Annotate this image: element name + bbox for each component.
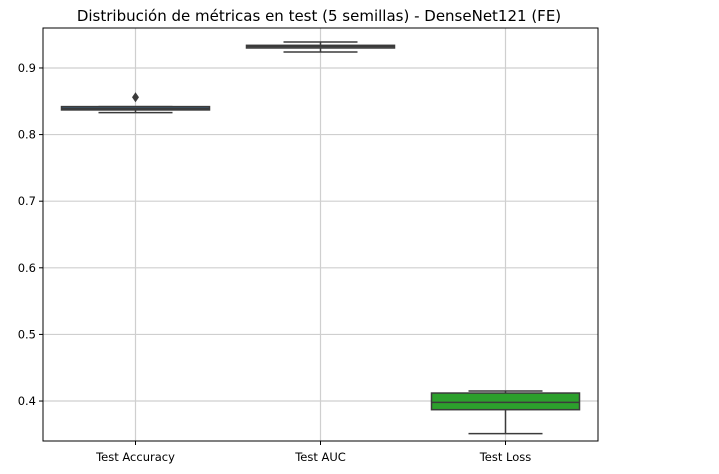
box-test-loss <box>430 390 581 435</box>
y-tick-label: 0.5 <box>18 327 36 341</box>
axis-layer: 0.4 0.5 0.6 0.7 0.8 0.9 Test Accuracy Test AUC T… <box>18 61 532 464</box>
y-tick-label: 0.8 <box>18 128 36 142</box>
x-tick-label: Test Loss <box>479 450 532 464</box>
y-tick-label: 0.6 <box>18 261 36 275</box>
grid-layer <box>43 28 598 441</box>
y-tick-label: 0.4 <box>18 394 36 408</box>
box-test-accuracy <box>60 92 211 114</box>
y-tick-label: 0.7 <box>18 194 36 208</box>
chart-title: Distribución de métricas en test (5 semi… <box>77 7 561 25</box>
box-iqr <box>430 392 581 411</box>
box-layer <box>60 41 581 435</box>
box-test-auc <box>245 41 396 53</box>
x-tick-label: Test AUC <box>294 450 346 464</box>
x-tick-label: Test Accuracy <box>95 450 175 464</box>
y-tick-label: 0.9 <box>18 61 36 75</box>
outlier-point <box>132 92 139 103</box>
